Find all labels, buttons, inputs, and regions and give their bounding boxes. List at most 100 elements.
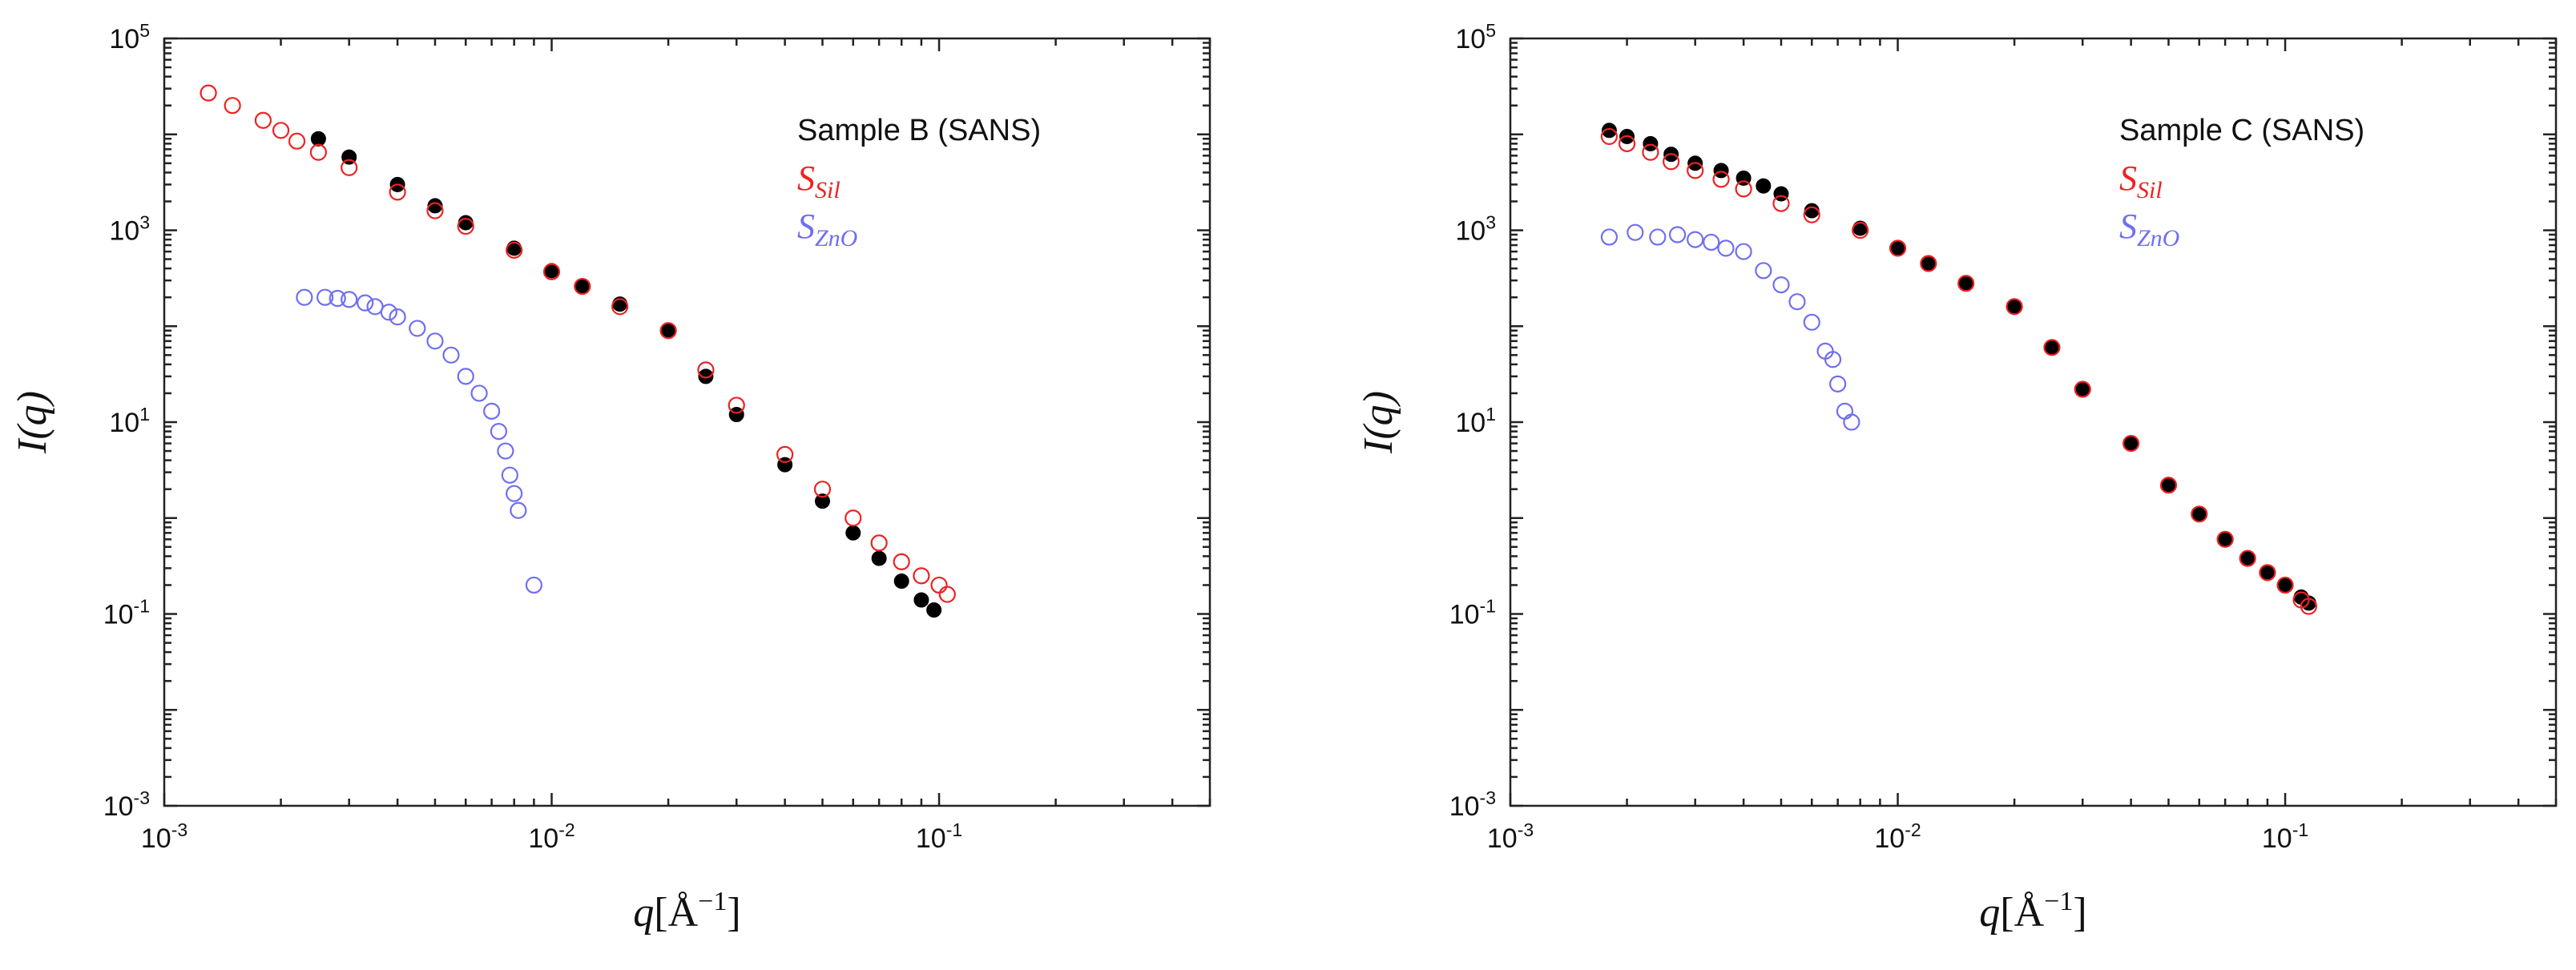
x-tick-label: 10-3: [141, 819, 187, 854]
data-point: [341, 291, 358, 308]
data-point: [1836, 402, 1854, 420]
data-point: [938, 586, 956, 603]
data-point: [2006, 298, 2023, 316]
data-point: [870, 534, 888, 552]
legend-entry-sil: SSil: [797, 159, 841, 203]
data-point: [329, 289, 346, 308]
data-point: [1703, 233, 1720, 252]
data-point: [457, 368, 474, 385]
x-axis-title: q[Å−1]: [1979, 887, 2086, 936]
y-tick-label: 10-3: [1449, 787, 1496, 822]
data-point: [1712, 171, 1730, 188]
data-point: [542, 263, 561, 280]
data-point: [200, 84, 217, 102]
legend-entry-zno: SZnO: [797, 207, 857, 252]
data-point: [254, 111, 272, 129]
data-point: [483, 402, 501, 420]
data-point: [366, 298, 384, 316]
plot-frame: [163, 37, 1211, 807]
chart-panel-sample-b: 10-3 10-2 10-1 10-3 10-1 101 103 105 q[Å−1] I(q) S…: [10, 20, 1211, 936]
data-point: [426, 332, 444, 350]
data-point: [1601, 123, 1617, 139]
data-point: [510, 501, 527, 519]
data-point: [1772, 195, 1790, 212]
data-point: [1668, 226, 1687, 244]
data-point: [1803, 313, 1820, 331]
y-tick-label: 103: [109, 212, 150, 247]
chart-panel-sample-c: 10-3 10-2 10-1 10-3 10-1 101 103 105 q[Å−1] I(q) S…: [1356, 20, 2558, 936]
data-point: [1642, 143, 1659, 161]
data-point: [1803, 206, 1820, 223]
data-point: [1687, 231, 1704, 248]
data-point: [1852, 221, 1869, 239]
data-point: [506, 485, 523, 502]
y-axis-title: I(q): [10, 391, 55, 454]
data-point: [1735, 243, 1752, 260]
data-point: [525, 576, 542, 594]
data-point: [288, 132, 306, 150]
y-tick-label: 101: [109, 404, 150, 438]
data-point: [458, 215, 474, 231]
data-point: [697, 361, 715, 379]
series-sil: [1600, 127, 2317, 615]
data-point: [310, 131, 326, 147]
y-tick-label: 10-1: [103, 596, 150, 630]
data-point: [426, 202, 444, 219]
data-point: [728, 407, 744, 423]
data-point: [1663, 153, 1680, 171]
data-point: [1618, 135, 1636, 152]
data-point: [1829, 375, 1847, 392]
data-point: [497, 442, 514, 460]
data-point: [1755, 262, 1772, 280]
series-sans-data: [310, 131, 942, 618]
data-point: [501, 466, 518, 484]
data-point: [316, 288, 334, 306]
legend-title: Sample C (SANS): [2119, 114, 2364, 147]
data-point: [490, 423, 508, 441]
data-point: [457, 217, 474, 235]
data-point: [728, 396, 745, 414]
data-point: [427, 198, 443, 214]
data-point: [2074, 380, 2091, 398]
data-point: [1756, 178, 1772, 194]
data-point: [2122, 434, 2140, 453]
data-point: [2276, 576, 2294, 594]
data-point: [913, 567, 930, 585]
data-point: [224, 97, 241, 115]
data-point: [1649, 228, 1667, 246]
series-sil: [200, 84, 956, 603]
data-point: [698, 368, 714, 384]
data-point: [341, 159, 358, 176]
data-point: [1643, 135, 1659, 151]
data-point: [845, 525, 861, 541]
data-point: [659, 322, 677, 340]
y-tick-label: 105: [109, 20, 150, 54]
data-point: [389, 183, 406, 201]
data-point: [1804, 203, 1820, 219]
data-point: [814, 493, 830, 509]
data-point: [409, 320, 426, 337]
data-point: [893, 553, 910, 570]
data-point: [2239, 549, 2256, 567]
data-point: [1788, 293, 1806, 311]
x-tick-label: 10-2: [528, 819, 574, 854]
data-point: [893, 573, 909, 589]
y-tick-label: 10-1: [1449, 596, 1496, 630]
legend-entry-sil: SSil: [2119, 159, 2163, 203]
data-point: [1957, 275, 1975, 292]
data-point: [930, 576, 948, 594]
x-axis-title: q[Å−1]: [633, 887, 740, 936]
data-point: [1772, 276, 1790, 294]
data-point: [296, 288, 313, 306]
y-tick-label: 10-3: [103, 787, 150, 822]
data-point: [506, 241, 523, 259]
data-point: [1843, 413, 1860, 431]
series-zno: [1600, 223, 1860, 431]
data-point: [1889, 239, 1907, 257]
y-tick-label: 103: [1455, 212, 1496, 247]
legend-entry-zno: SZnO: [2119, 207, 2179, 252]
data-point: [813, 481, 832, 498]
data-point: [1713, 163, 1729, 179]
